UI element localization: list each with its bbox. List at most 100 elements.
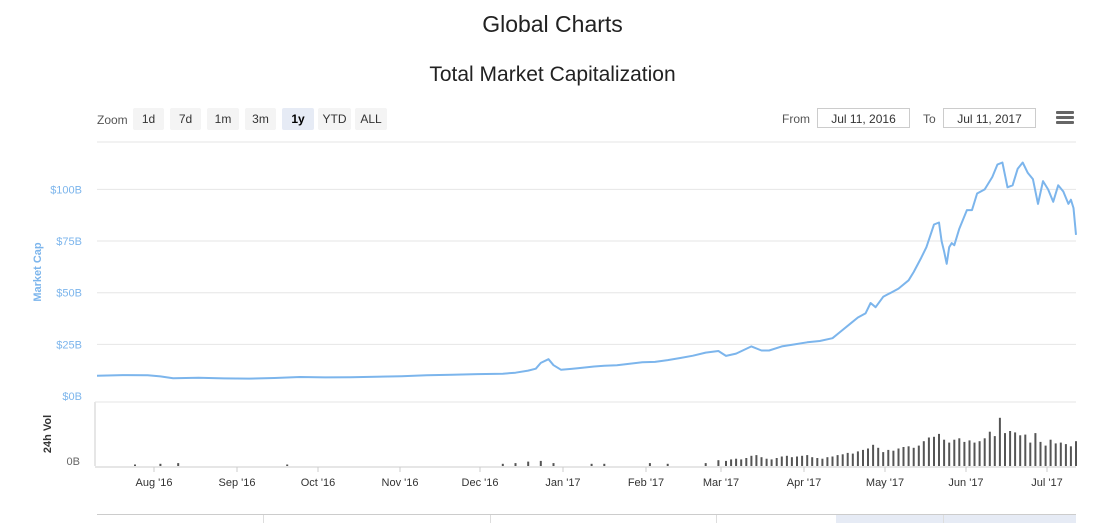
volume-bar: [892, 450, 895, 466]
hamburger-menu-icon[interactable]: [1056, 111, 1074, 127]
volume-bar: [539, 460, 542, 466]
volume-bar: [1009, 431, 1012, 466]
volume-bar: [938, 433, 940, 466]
volume-bar: [1064, 444, 1067, 466]
zoom-1d-button[interactable]: 1d: [133, 108, 164, 130]
x-tick-label: Dec '16: [462, 477, 499, 489]
zoom-label: Zoom: [97, 113, 128, 127]
x-tick-label: Jan '17: [545, 477, 580, 489]
volume-bar: [1034, 433, 1037, 466]
x-tick-label: Apr '17: [787, 477, 822, 489]
volume-bar: [1059, 442, 1062, 466]
volume-bar: [953, 439, 956, 466]
volume-bar: [867, 448, 869, 466]
to-label: To: [923, 112, 936, 126]
volume-bar: [907, 446, 910, 466]
volume-bar: [831, 456, 834, 466]
volume-bar: [816, 458, 819, 466]
y-tick-label: $0B: [62, 391, 82, 403]
volume-bar: [1029, 442, 1032, 466]
volume-bar: [780, 456, 783, 466]
y-tick-label: $50B: [56, 288, 82, 300]
y-tick-label: $100B: [50, 184, 82, 196]
volume-bar: [552, 463, 555, 466]
volume-bar: [796, 456, 798, 466]
volume-bar: [988, 431, 991, 466]
volume-bar: [912, 447, 915, 467]
navigator-scrollbar[interactable]: [97, 514, 1076, 523]
volume-bar: [998, 417, 1001, 466]
volume-bar: [730, 459, 733, 466]
volume-bar: [877, 447, 880, 467]
volume-bar: [1054, 443, 1057, 466]
volume-bar: [856, 451, 859, 466]
from-label: From: [782, 112, 810, 126]
volume-bar: [527, 461, 530, 466]
zoom-ytd-button[interactable]: YTD: [318, 108, 351, 130]
volume-bar: [943, 439, 946, 466]
volume-bar: [836, 455, 839, 466]
volume-bar: [846, 452, 849, 466]
volume-bar: [501, 463, 504, 466]
volume-bar: [902, 447, 905, 466]
volume-bar: [159, 463, 162, 466]
x-tick-label: Jun '17: [948, 477, 983, 489]
volume-bar: [735, 458, 738, 466]
volume-tick-label: 0B: [67, 456, 80, 468]
volume-bar: [603, 463, 606, 466]
volume-bar: [983, 438, 986, 466]
grid-lines: [97, 188, 1076, 345]
volume-bar: [1069, 446, 1072, 466]
volume-bar: [717, 460, 720, 466]
volume-bar: [806, 455, 809, 466]
volume-axis-label: 24h Vol: [42, 415, 54, 453]
volume-bar: [590, 463, 593, 466]
to-date-input[interactable]: Jul 11, 2017: [943, 108, 1036, 128]
x-tick-label: Sep '16: [219, 477, 256, 489]
volume-bar: [1075, 441, 1077, 466]
navigator-selection[interactable]: [836, 515, 1076, 523]
volume-bar: [968, 440, 971, 466]
x-tick-label: Jul '17: [1031, 477, 1062, 489]
zoom-1m-button[interactable]: 1m: [207, 108, 239, 130]
volume-bar: [666, 463, 669, 466]
volume-bar: [862, 449, 864, 466]
x-tick-label: Aug '16: [136, 477, 173, 489]
volume-bar: [725, 460, 727, 466]
volume-bar: [1044, 445, 1047, 466]
volume-bar: [826, 457, 829, 466]
volume-bar: [514, 463, 517, 466]
page-title: Global Charts: [482, 11, 623, 37]
x-axis-ticks: Aug '16 Sep '16 Oct '16 Nov '16 Dec '16 Jan '…: [136, 467, 1063, 489]
volume-bar: [882, 452, 885, 466]
zoom-3m-button[interactable]: 3m: [245, 108, 276, 130]
volume-bar: [1004, 433, 1006, 466]
y-axis-ticks: $0B $25B $50B $75B $100B: [50, 184, 82, 403]
market-cap-series-line: [96, 161, 1077, 380]
volume-bar: [648, 463, 651, 466]
volume-bar: [704, 463, 707, 466]
y-tick-label: $25B: [56, 339, 82, 351]
volume-bar: [760, 457, 763, 466]
volume-bar: [1049, 439, 1052, 466]
volume-bar: [851, 453, 854, 466]
chart-title: Total Market Capitalization: [429, 63, 676, 86]
volume-bar: [841, 454, 844, 466]
volume-bar: [821, 458, 824, 466]
volume-bar: [897, 448, 900, 466]
zoom-all-button[interactable]: ALL: [355, 108, 387, 130]
volume-bar: [1014, 432, 1017, 466]
volume-bar: [978, 441, 981, 466]
volume-bar: [1024, 434, 1027, 466]
volume-bar: [177, 463, 180, 466]
zoom-7d-button[interactable]: 7d: [170, 108, 201, 130]
volume-bar: [801, 455, 804, 466]
volume-bar: [927, 437, 930, 466]
volume-bar: [745, 458, 748, 466]
from-date-input[interactable]: Jul 11, 2016: [817, 108, 910, 128]
volume-bar: [973, 442, 976, 466]
volume-bar: [922, 441, 925, 466]
zoom-1y-button[interactable]: 1y: [282, 108, 314, 130]
volume-bar: [785, 455, 788, 466]
